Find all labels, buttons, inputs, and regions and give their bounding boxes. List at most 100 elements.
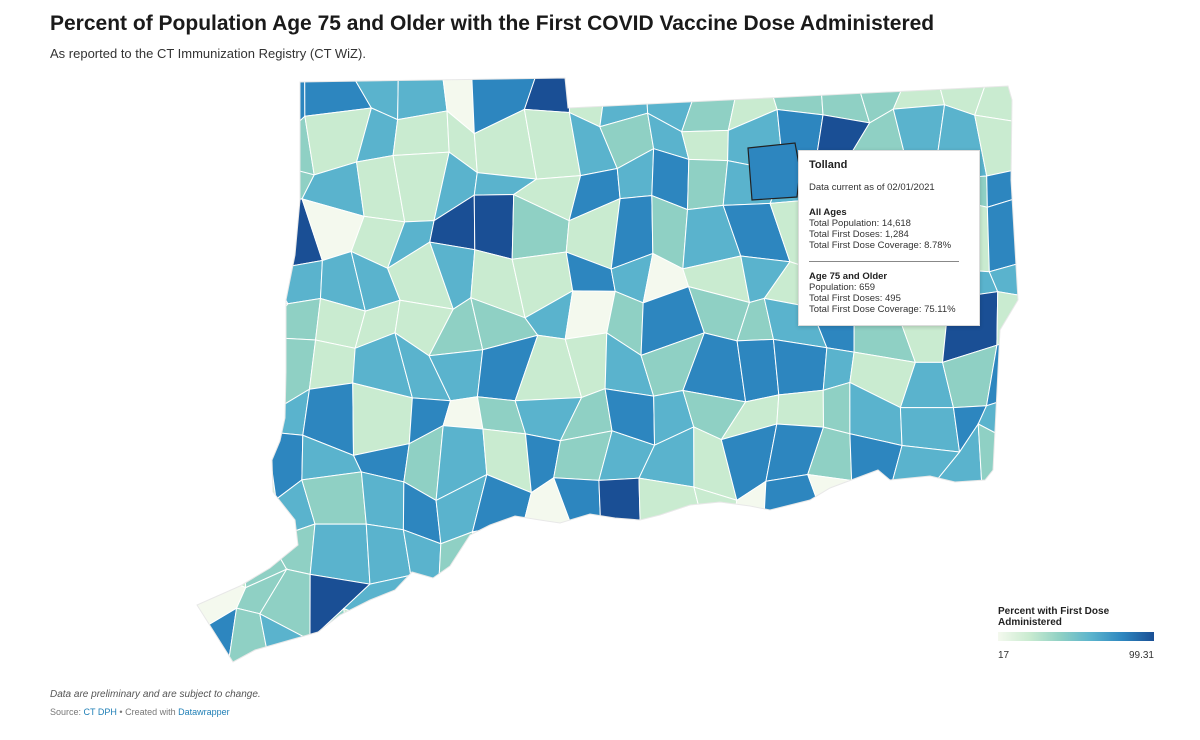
- town-area[interactable]: [693, 568, 743, 631]
- town-area[interactable]: [806, 473, 853, 533]
- town-area[interactable]: [647, 564, 706, 631]
- town-area[interactable]: [701, 607, 743, 670]
- town-area[interactable]: [853, 574, 919, 638]
- town-area[interactable]: [863, 632, 919, 670]
- source-line: Source: CT DPH • Created with Datawrappe…: [50, 707, 230, 717]
- town-area[interactable]: [597, 564, 666, 631]
- town-area[interactable]: [847, 531, 909, 586]
- town-area[interactable]: [221, 72, 288, 134]
- town-area[interactable]: [811, 584, 866, 634]
- footnote: Data are preliminary and are subject to …: [50, 689, 261, 700]
- town-area[interactable]: [190, 208, 232, 265]
- town-area[interactable]: [220, 400, 278, 436]
- town-area[interactable]: [562, 537, 602, 583]
- town-area[interactable]: [907, 564, 957, 638]
- town-area[interactable]: [892, 479, 935, 542]
- town-area[interactable]: [190, 383, 245, 436]
- town-area[interactable]: [598, 477, 641, 540]
- legend-max-label: 99.31: [1128, 650, 1154, 661]
- town-area[interactable]: [819, 631, 865, 670]
- town-area[interactable]: [615, 617, 667, 670]
- town-area[interactable]: [986, 193, 1030, 273]
- town-area[interactable]: [694, 517, 734, 595]
- town-area[interactable]: [976, 537, 1030, 587]
- town-area[interactable]: [996, 291, 1030, 346]
- town-area[interactable]: [468, 622, 522, 670]
- town-area[interactable]: [190, 531, 247, 589]
- town-area[interactable]: [762, 525, 828, 594]
- town-area[interactable]: [190, 72, 233, 119]
- town-area[interactable]: [229, 287, 289, 352]
- town-area[interactable]: [937, 613, 994, 670]
- town-area[interactable]: [822, 381, 851, 435]
- town-area[interactable]: [471, 522, 529, 589]
- town-area[interactable]: [930, 537, 987, 566]
- chart-subtitle: As reported to the CT Immunization Regis…: [50, 46, 366, 61]
- datawrapper-link[interactable]: Datawrapper: [178, 707, 230, 717]
- town-area[interactable]: [473, 580, 529, 625]
- tooltip-all-first-doses: Total First Doses: 1,284: [809, 229, 909, 240]
- town-area[interactable]: [597, 529, 650, 577]
- town-area[interactable]: [220, 157, 287, 221]
- town-area[interactable]: [726, 607, 775, 670]
- town-area[interactable]: [220, 201, 287, 271]
- tooltip-75-heading: Age 75 and Older: [809, 271, 888, 282]
- town-area[interactable]: [937, 561, 994, 618]
- town-area[interactable]: [190, 344, 245, 402]
- town-area[interactable]: [260, 297, 322, 341]
- town-area[interactable]: [553, 575, 617, 631]
- town-area[interactable]: [268, 259, 323, 305]
- source-label: Source:: [50, 707, 82, 717]
- town-area[interactable]: [513, 580, 565, 627]
- town-area[interactable]: [229, 263, 289, 305]
- town-area[interactable]: [190, 157, 247, 221]
- town-area[interactable]: [523, 522, 577, 583]
- town-area[interactable]: [437, 586, 478, 624]
- town-area[interactable]: [241, 431, 277, 500]
- tolland-town-highlight[interactable]: [747, 142, 801, 201]
- source-link[interactable]: CT DPH: [83, 707, 117, 717]
- town-area[interactable]: [190, 426, 244, 503]
- town-area[interactable]: [190, 493, 245, 539]
- town-area[interactable]: [901, 532, 958, 576]
- town-area[interactable]: [309, 573, 372, 642]
- town-area[interactable]: [220, 336, 278, 410]
- town-area[interactable]: [899, 407, 961, 453]
- town-area[interactable]: [190, 287, 245, 351]
- town-area[interactable]: [190, 263, 232, 314]
- town-area[interactable]: [553, 625, 621, 670]
- town-area[interactable]: [776, 389, 825, 428]
- town-area[interactable]: [190, 102, 247, 170]
- town-area[interactable]: [766, 617, 827, 670]
- town-area[interactable]: [931, 482, 987, 542]
- town-area[interactable]: [847, 479, 903, 535]
- town-area[interactable]: [977, 423, 1030, 497]
- town-area[interactable]: [308, 339, 356, 390]
- town-area[interactable]: [241, 493, 277, 541]
- town-area[interactable]: [720, 524, 783, 595]
- town-area[interactable]: [391, 611, 456, 670]
- tooltip-all-population: Total Population: 14,618: [809, 218, 911, 229]
- town-area[interactable]: [309, 523, 371, 585]
- tooltip-divider: [809, 261, 959, 262]
- source-separator: •: [119, 707, 123, 717]
- town-area[interactable]: [681, 129, 729, 162]
- town-area[interactable]: [981, 484, 1030, 542]
- color-legend: Percent with First Dose Administered 17 …: [998, 606, 1158, 661]
- town-area[interactable]: [687, 158, 729, 211]
- tooltip-75-population: Population: 659: [809, 282, 876, 293]
- tooltip-all-coverage: Total First Dose Coverage: 8.78%: [809, 240, 952, 251]
- town-area[interactable]: [912, 612, 949, 670]
- town-area[interactable]: [766, 569, 821, 634]
- town-area[interactable]: [473, 194, 515, 260]
- town-area[interactable]: [639, 517, 703, 571]
- town-area[interactable]: [720, 569, 783, 620]
- town-area[interactable]: [221, 102, 288, 165]
- town-area[interactable]: [513, 623, 564, 670]
- town-area[interactable]: [343, 607, 414, 670]
- town-area[interactable]: [444, 610, 478, 670]
- town-area[interactable]: [664, 617, 706, 670]
- town-area[interactable]: [811, 525, 855, 594]
- town-area[interactable]: [772, 338, 828, 396]
- town-area[interactable]: [360, 471, 405, 531]
